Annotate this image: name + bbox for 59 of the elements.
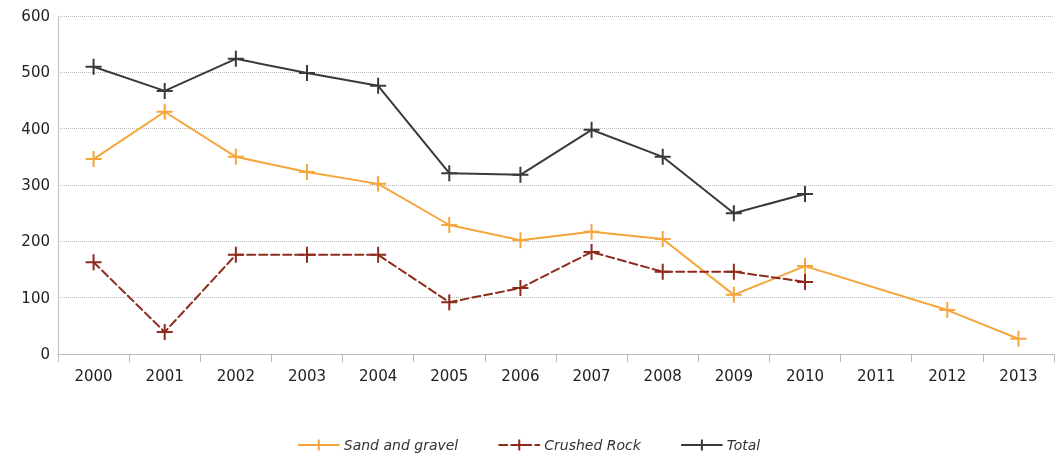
x-tick-label: 2009 <box>714 366 753 385</box>
point <box>582 120 601 139</box>
point <box>724 262 743 281</box>
point <box>796 185 814 204</box>
point <box>155 102 174 121</box>
point <box>938 301 957 320</box>
x-tick-label: 2010 <box>785 366 825 385</box>
point <box>440 164 459 183</box>
point <box>369 174 388 193</box>
point <box>653 262 672 281</box>
x-tick-label: 2001 <box>145 366 184 385</box>
x-tick-label: 2008 <box>643 366 682 385</box>
legend-label: Sand and gravel <box>343 437 459 453</box>
point <box>440 293 459 312</box>
point <box>796 272 814 291</box>
point <box>84 57 103 76</box>
legend-label: Total <box>726 437 761 453</box>
point <box>653 230 672 249</box>
y-tick-label: 600 <box>21 7 50 25</box>
point <box>511 165 530 184</box>
point <box>369 245 388 264</box>
point <box>298 163 316 182</box>
point <box>1009 329 1028 348</box>
point <box>226 245 245 264</box>
point <box>298 63 316 82</box>
x-tick-label: 2011 <box>857 366 896 385</box>
x-tick-label: 2013 <box>999 366 1038 385</box>
point <box>582 243 601 262</box>
point <box>298 245 316 264</box>
point <box>226 147 245 166</box>
point <box>724 285 743 304</box>
point <box>84 150 103 169</box>
y-tick-label: 0 <box>40 345 50 363</box>
point <box>511 231 530 250</box>
y-tick-label: 100 <box>21 288 50 307</box>
point <box>369 76 388 95</box>
point <box>155 81 174 100</box>
x-tick-label: 2007 <box>572 366 611 385</box>
x-tick-label: 2002 <box>216 366 255 385</box>
point <box>440 216 459 234</box>
point <box>724 204 743 223</box>
point <box>84 253 103 272</box>
x-tick-label: 2003 <box>287 366 327 385</box>
x-tick-label: 2012 <box>928 366 967 385</box>
x-tick-label: 2004 <box>359 366 398 385</box>
x-tick-label: 2006 <box>501 366 540 385</box>
legend-label: Crushed Rock <box>544 437 642 453</box>
x-tick-label: 2000 <box>74 366 113 385</box>
point <box>155 323 174 342</box>
point <box>511 279 530 298</box>
point <box>653 147 672 166</box>
y-tick-label: 500 <box>21 63 50 82</box>
y-tick-label: 400 <box>21 119 50 138</box>
point <box>796 257 814 276</box>
y-tick-label: 200 <box>21 232 50 251</box>
x-tick-label: 2005 <box>430 366 469 385</box>
y-tick-label: 300 <box>21 176 50 194</box>
point <box>226 49 245 68</box>
point <box>582 222 601 241</box>
